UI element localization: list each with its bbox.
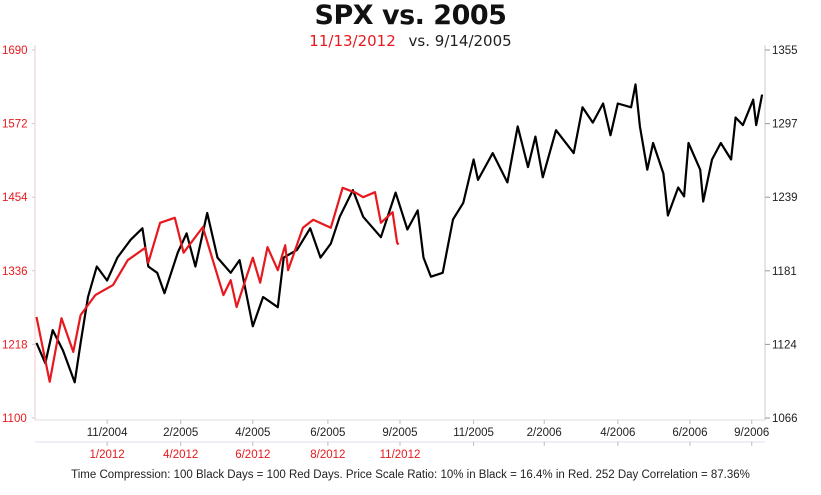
left-axis-tick-label: 1690 (2, 45, 28, 57)
right-axis-tick-label: 1181 (772, 266, 797, 278)
x-axis-tick-label: 6/2006 (672, 427, 707, 439)
right-axis-tick-label: 1124 (772, 339, 797, 351)
right-axis-tick-label: 1239 (772, 192, 798, 204)
x-axis-tick-label: 2/2006 (527, 427, 562, 439)
x-axis-tick-label: 2/2005 (163, 427, 198, 439)
chart-subtitle: 11/13/2012 vs. 9/14/2005 (0, 32, 821, 50)
left-axis-tick-label: 1218 (2, 339, 28, 351)
subtitle-red-date: 11/13/2012 (309, 32, 396, 50)
x-axis-tick-label: 9/2006 (734, 427, 769, 439)
x-axis-tick-label: 4/2006 (600, 427, 635, 439)
left-axis-tick-label: 1454 (2, 192, 28, 204)
left-axis-tick-label: 1572 (2, 119, 28, 131)
chart-footnote: Time Compression: 100 Black Days = 100 R… (71, 469, 750, 481)
black-series-line (35, 83, 764, 384)
x-axis-red-tick-label: 8/2012 (310, 449, 345, 461)
left-axis-tick-label: 1336 (2, 266, 28, 278)
red-series-line (35, 186, 400, 383)
right-axis-tick-label: 1297 (772, 119, 798, 131)
chart-title: SPX vs. 2005 (314, 0, 507, 31)
left-axis-tick-label: 1100 (2, 413, 27, 425)
right-axis-tick-label: 1355 (772, 45, 798, 57)
x-axis-tick-label: 11/2005 (453, 427, 494, 439)
x-axis-tick-label: 9/2005 (382, 427, 417, 439)
x-axis-tick-label: 6/2005 (310, 427, 345, 439)
x-axis-red-tick-label: 6/2012 (235, 449, 270, 461)
x-axis-red-tick-label: 4/2012 (163, 449, 198, 461)
x-axis-tick-label: 11/2004 (87, 427, 128, 439)
x-axis-tick-label: 4/2005 (235, 427, 270, 439)
x-axis-red-tick-label: 11/2012 (380, 449, 421, 461)
subtitle-black-date: vs. 9/14/2005 (408, 32, 512, 50)
right-axis-tick-label: 1066 (772, 413, 798, 425)
x-axis-red-tick-label: 1/2012 (90, 449, 125, 461)
